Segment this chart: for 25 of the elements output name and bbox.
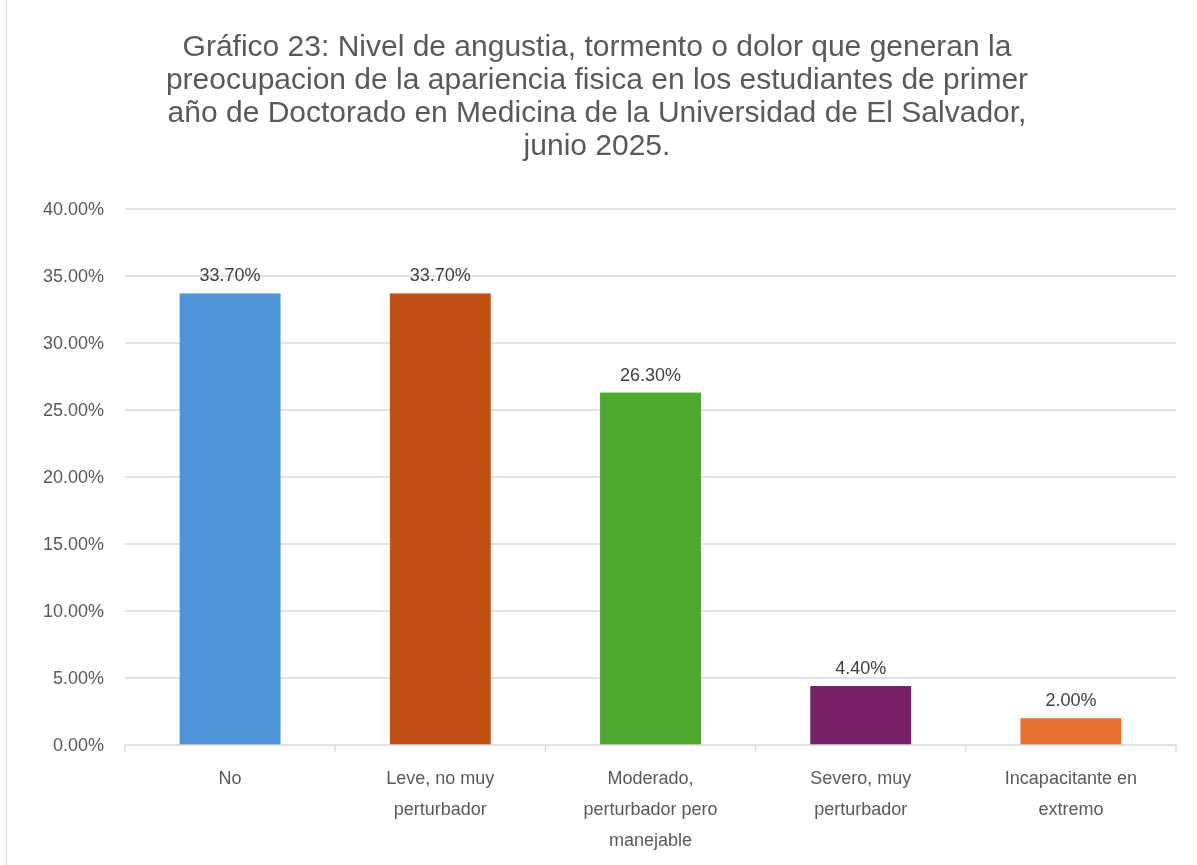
y-tick-label: 20.00% bbox=[42, 467, 104, 488]
x-tick-label: No bbox=[218, 768, 242, 788]
y-tick-label: 15.00% bbox=[42, 534, 104, 555]
bar bbox=[179, 293, 281, 745]
data-label: 2.00% bbox=[1045, 690, 1097, 711]
bar bbox=[389, 293, 491, 745]
data-label: 33.70% bbox=[409, 265, 471, 286]
y-tick-label: 10.00% bbox=[42, 601, 104, 622]
y-tick-label: 30.00% bbox=[42, 333, 104, 354]
y-tick-label: 0.00% bbox=[52, 735, 104, 756]
x-tick-label: Moderado, perturbador pero manejable bbox=[583, 768, 718, 850]
x-tick-label: Leve, no muy perturbador bbox=[386, 768, 495, 819]
chart-title: Gráfico 23: Nivel de angustia, tormento o dolor que generan la preocupacion de la apariencia fisica en los estudiantes de primer año de Doctorado en Medicina de la Universidad de El Salvador, junio 2025. bbox=[165, 29, 1029, 161]
y-tick-label: 35.00% bbox=[42, 266, 104, 287]
y-tick-label: 40.00% bbox=[42, 199, 104, 220]
data-label: 4.40% bbox=[835, 658, 887, 679]
data-label: 26.30% bbox=[619, 364, 682, 385]
bar bbox=[810, 686, 912, 745]
bar bbox=[600, 392, 701, 745]
bar bbox=[1020, 718, 1122, 745]
y-tick-label: 5.00% bbox=[52, 668, 104, 689]
x-tick-label: Incapacitante en extremo bbox=[1004, 768, 1137, 819]
x-tick-label: Severo, muy perturbador bbox=[810, 768, 912, 819]
data-label: 33.70% bbox=[199, 265, 261, 286]
y-tick-label: 25.00% bbox=[42, 400, 104, 421]
